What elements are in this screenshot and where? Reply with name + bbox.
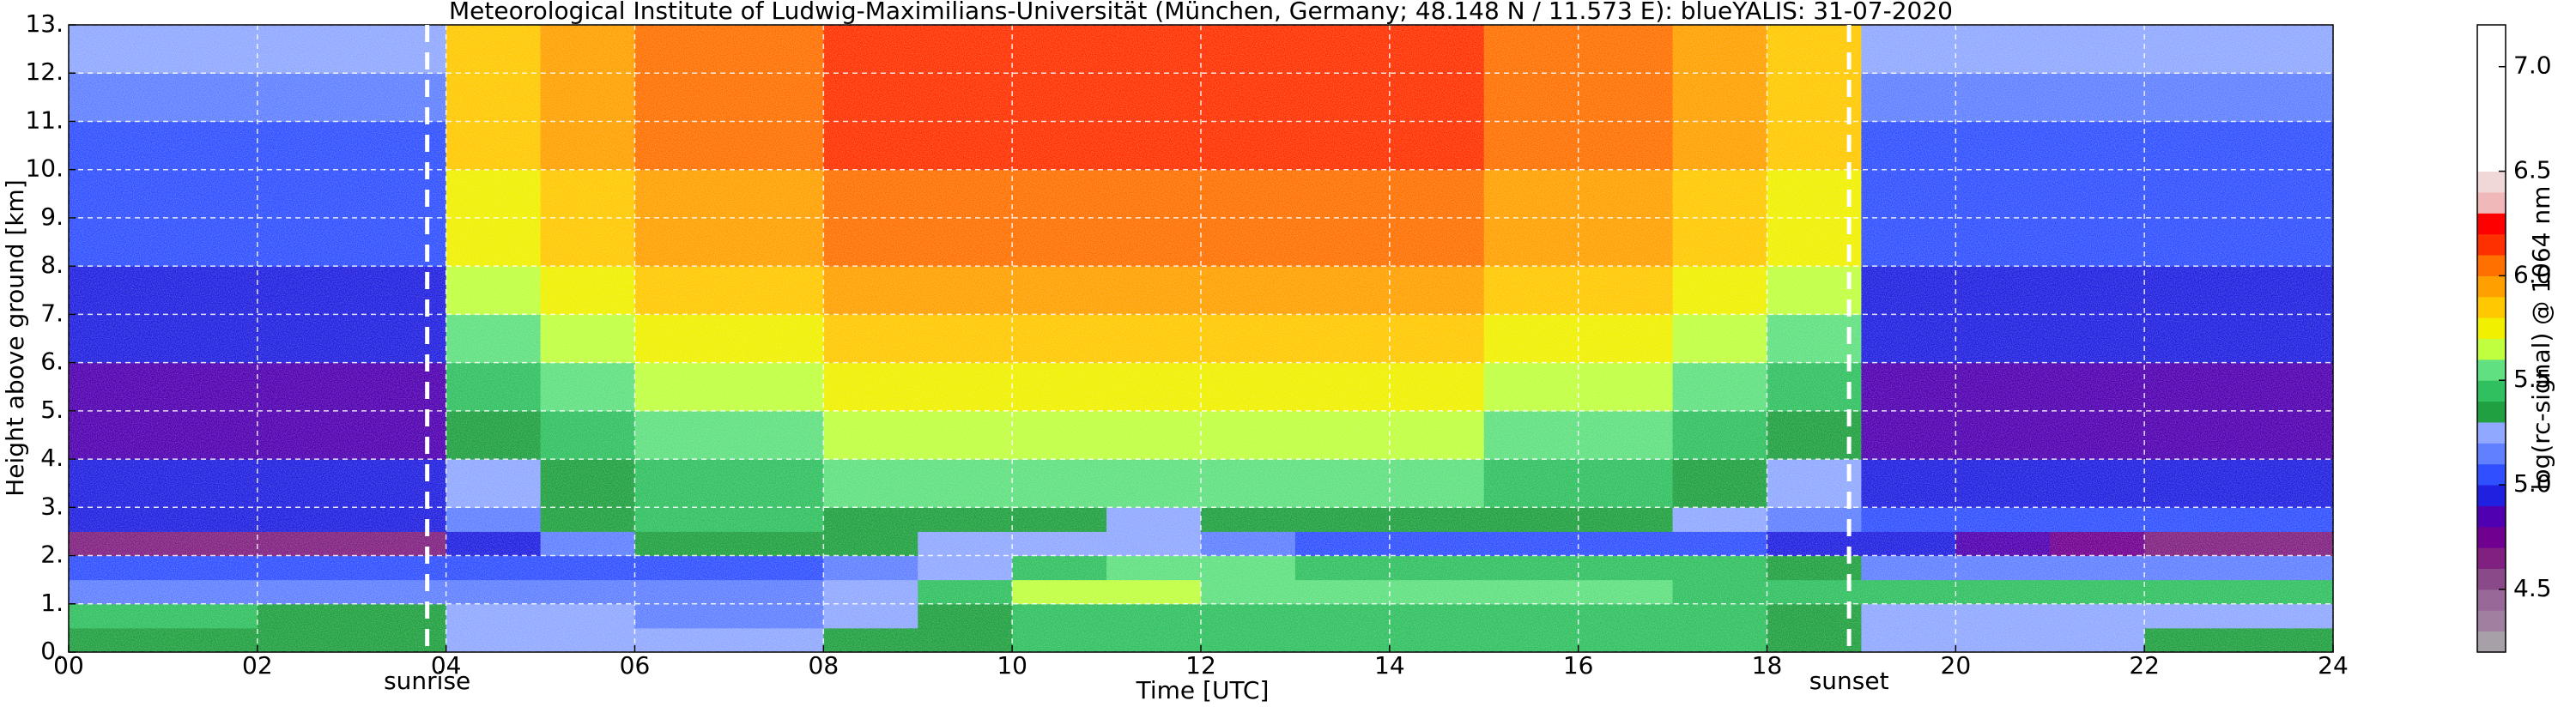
y-tick-label: 10. <box>25 154 64 183</box>
colorbar-tick-label: 4.5 <box>2513 574 2552 602</box>
x-tick-label: 04 <box>431 651 462 680</box>
overlay: 00 02 04 06 08 10 12 14 16 18 20 22 24 0. 1. 2. 3. 4. 5. 6.… <box>25 9 2551 695</box>
x-tick-label: 24 <box>2318 651 2349 680</box>
colorbar-swatch <box>2477 66 2506 88</box>
colorbar-swatch <box>2477 296 2506 318</box>
colorbar-swatch <box>2477 108 2506 130</box>
y-tick-label: 0. <box>40 637 64 665</box>
colorbar-swatch <box>2477 485 2506 506</box>
x-tick-label: 14 <box>1374 651 1405 680</box>
colorbar-swatch <box>2477 45 2506 68</box>
chart-title: Meteorological Institute of Ludwig-Maxim… <box>449 0 1953 25</box>
colorbar-tick-label: 7.0 <box>2513 51 2552 80</box>
y-tick-label: 7. <box>40 299 64 327</box>
annotation-label: sunrise <box>384 667 470 695</box>
colorbar-tick-label: 6.5 <box>2513 156 2552 184</box>
y-tick-label: 13. <box>25 9 64 38</box>
x-tick-label: 20 <box>1941 651 1972 680</box>
plot-frame <box>68 24 2334 653</box>
y-axis-label: Height above ground [km] <box>1 179 29 497</box>
x-tick-label: 22 <box>2129 651 2160 680</box>
colorbar-swatch <box>2477 25 2506 46</box>
colorbar-swatch <box>2477 547 2506 570</box>
colorbar-swatch <box>2477 463 2506 486</box>
colorbar-swatch <box>2477 213 2506 235</box>
y-tick-label: 12. <box>25 57 64 86</box>
colorbar-swatch <box>2477 401 2506 423</box>
y-tick-label: 2. <box>40 541 64 569</box>
colorbar-swatch <box>2477 88 2506 109</box>
colorbar-swatch <box>2477 191 2506 214</box>
y-tick-label: 3. <box>40 492 64 520</box>
colorbar-swatch <box>2477 255 2506 276</box>
colorbar-swatch <box>2477 275 2506 298</box>
y-tick-label: 6. <box>40 347 64 376</box>
colorbar-tick-label: 5.5 <box>2513 365 2552 393</box>
y-tick-label: 8. <box>40 251 64 279</box>
y-tick-label: 5. <box>40 396 64 424</box>
colorbar-frame <box>2476 24 2506 653</box>
colorbar-swatch <box>2477 171 2506 193</box>
colorbar-swatch <box>2477 317 2506 339</box>
colorbar-swatch <box>2477 610 2506 632</box>
colorbar-swatch <box>2477 631 2506 653</box>
colorbar-swatch <box>2477 338 2506 360</box>
y-tick-label: 4. <box>40 444 64 472</box>
colorbar-swatch <box>2477 129 2506 151</box>
colorbar-label: log(rc-signal) @ 1064 nm <box>2527 186 2555 491</box>
colorbar-tick-label: 6.0 <box>2513 260 2552 288</box>
colorbar-swatch <box>2477 443 2506 465</box>
colorbar-swatch <box>2477 526 2506 548</box>
x-tick-label: 10 <box>997 651 1027 680</box>
y-tick-label: 1. <box>40 589 64 617</box>
colorbar-swatch <box>2477 505 2506 528</box>
x-tick-label: 06 <box>620 651 651 680</box>
colorbar-swatch <box>2477 589 2506 611</box>
x-axis-label: Time [UTC] <box>1136 676 1270 704</box>
x-tick-label: 08 <box>809 651 839 680</box>
colorbar-swatch <box>2477 421 2506 444</box>
colorbar-tick-label: 5.0 <box>2513 469 2552 498</box>
x-tick-label: 00 <box>53 651 84 680</box>
annotation-label: sunset <box>1809 667 1889 695</box>
colorbar-swatch <box>2477 150 2506 172</box>
colorbar-swatch <box>2477 233 2506 256</box>
colorbar-swatch <box>2477 359 2506 381</box>
x-tick-label: 12 <box>1185 651 1216 680</box>
x-tick-label: 02 <box>242 651 273 680</box>
colorbar-swatch <box>2477 568 2506 590</box>
y-tick-label: 11. <box>25 106 64 134</box>
x-tick-label: 18 <box>1752 651 1783 680</box>
x-tick-label: 16 <box>1563 651 1594 680</box>
y-tick-label: 9. <box>40 202 64 231</box>
colorbar-swatch <box>2477 380 2506 402</box>
